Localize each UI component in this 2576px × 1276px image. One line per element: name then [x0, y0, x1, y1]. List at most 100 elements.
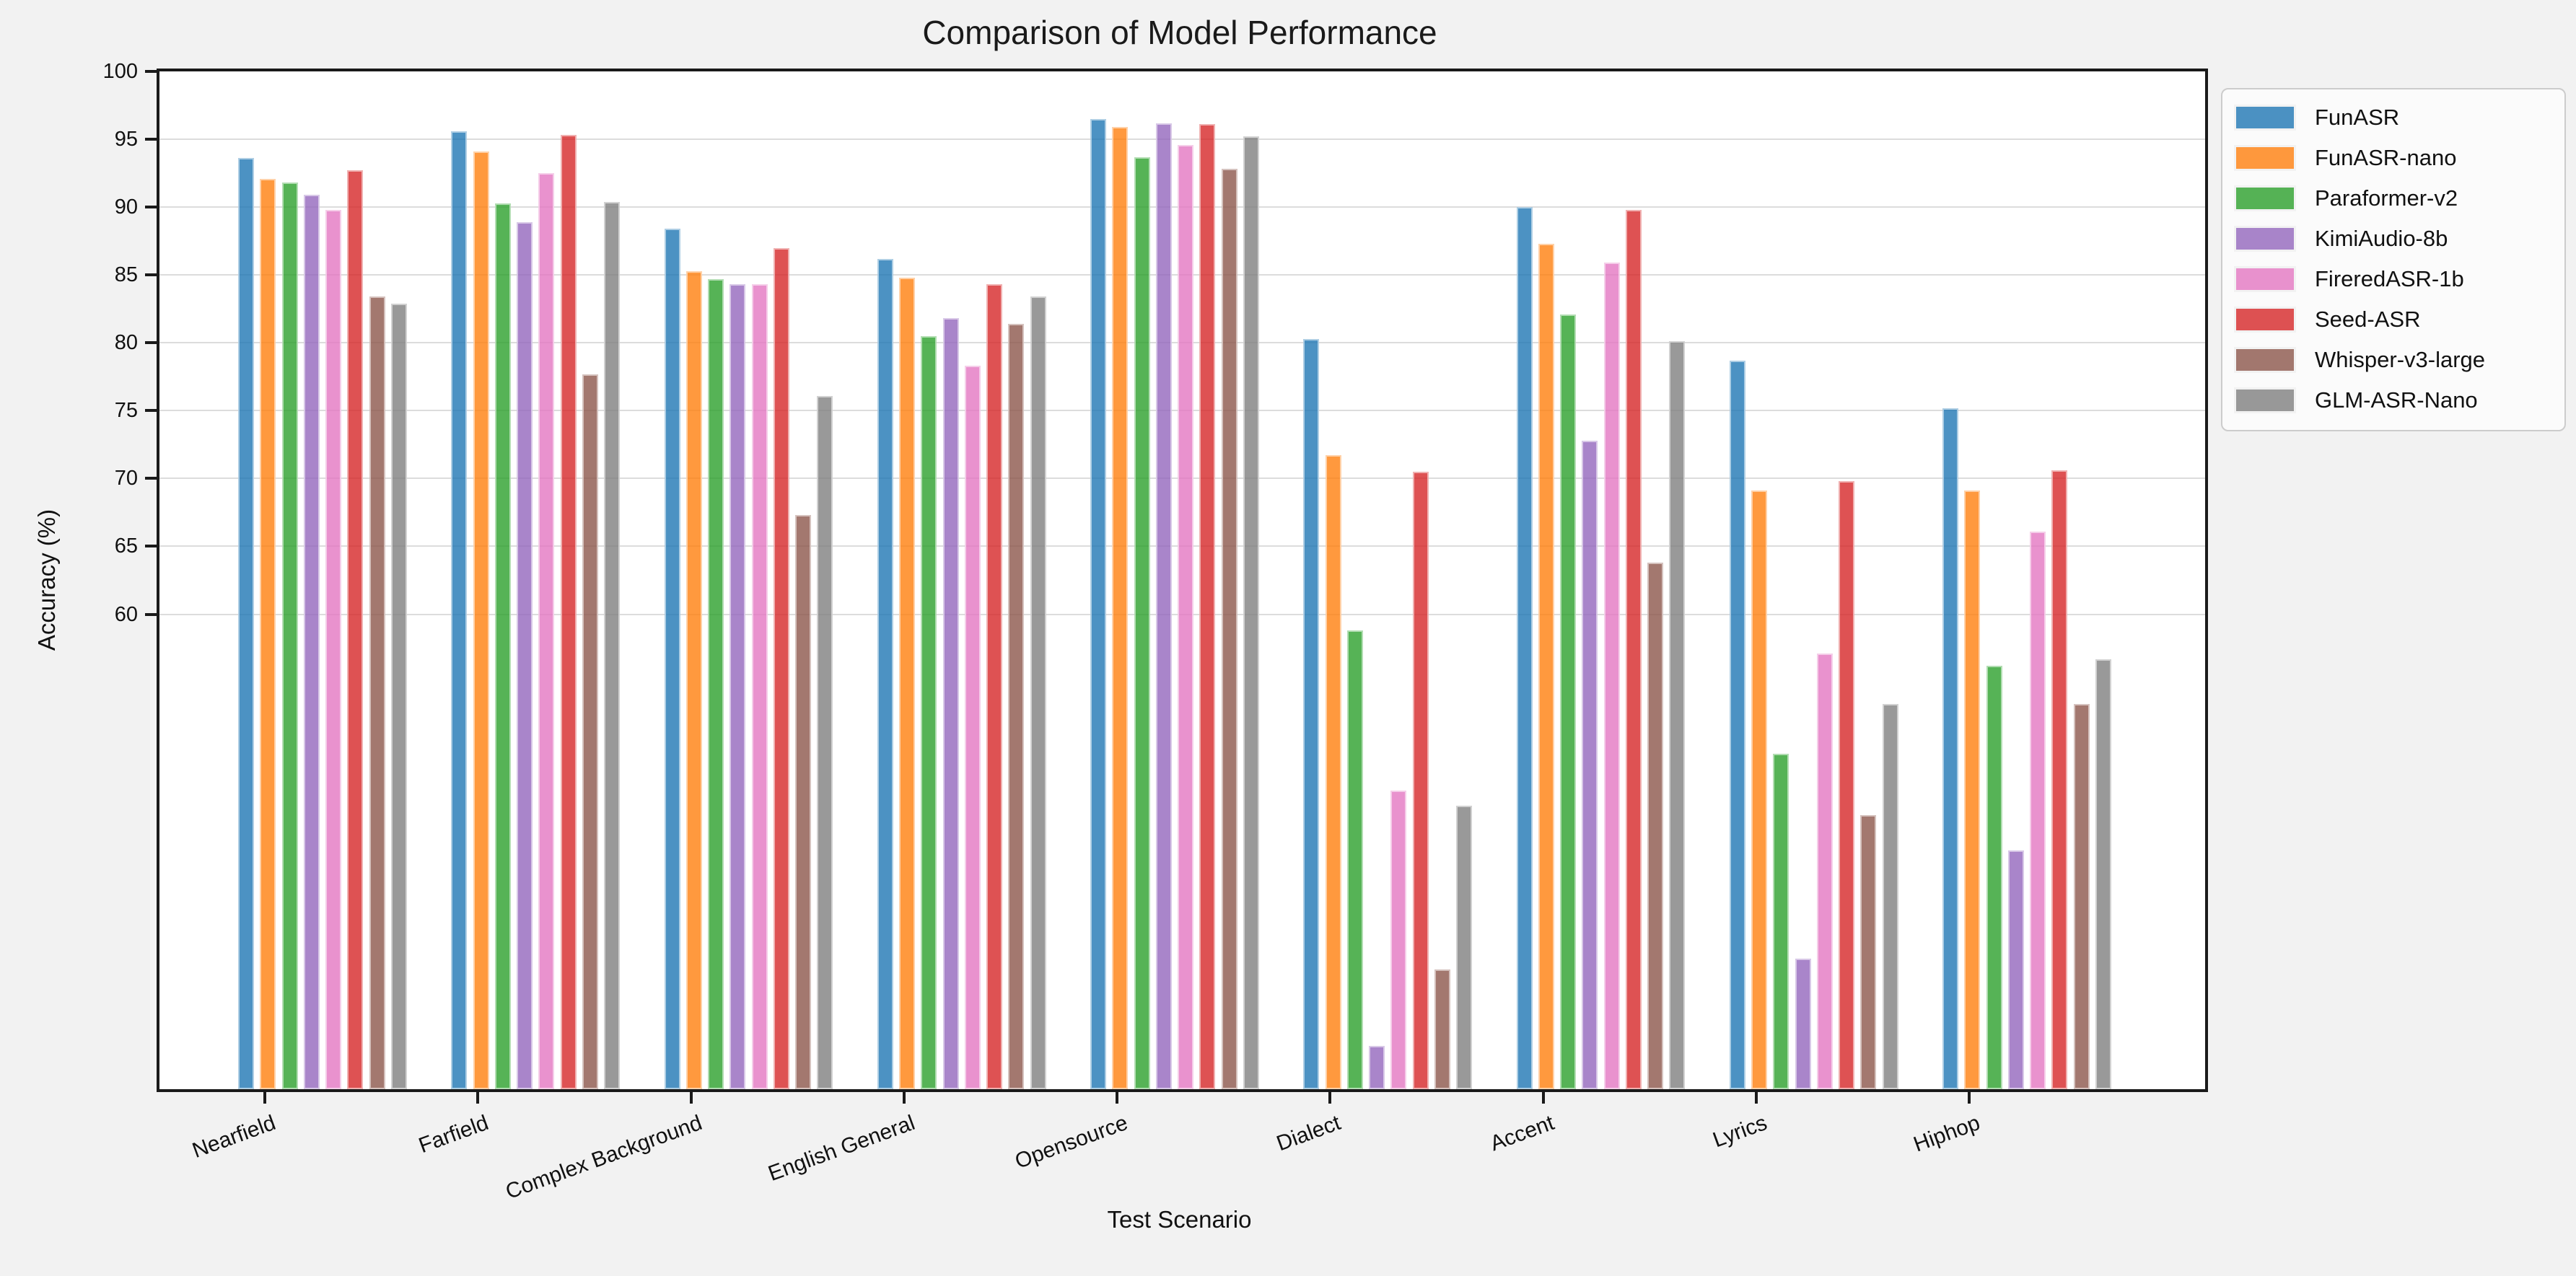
bar-Seed-ASR-Farfield [560, 135, 577, 1089]
x-tick-label-Opensource: Opensource [1012, 1111, 1131, 1174]
y-tick-label-70: 70 [114, 467, 138, 490]
legend-swatch-icon [2234, 347, 2296, 373]
bar-Whisper-v3-large-Accent [1647, 563, 1663, 1089]
x-tick-mark-Complex Background [689, 1092, 693, 1104]
bar-FunASR-nano-English General [899, 277, 915, 1089]
x-tick-mark-Lyrics [1754, 1092, 1758, 1104]
bar-KimiAudio-8b-Dialect [1369, 1045, 1385, 1089]
bar-GLM-ASR-Nano-Farfield [604, 201, 620, 1089]
bar-FunASR-Complex Background [664, 229, 680, 1089]
bar-KimiAudio-8b-English General [942, 318, 959, 1089]
legend-label: GLM-ASR-Nano [2315, 387, 2478, 413]
bar-Seed-ASR-Dialect [1412, 472, 1429, 1089]
y-tick-mark-70 [145, 477, 157, 480]
y-tick-label-80: 80 [114, 331, 138, 355]
y-tick-mark-80 [145, 341, 157, 345]
legend-label: Whisper-v3-large [2315, 347, 2486, 372]
bar-Paraformer-v2-Lyrics [1773, 754, 1789, 1089]
y-tick-mark-65 [145, 545, 157, 548]
bar-FireredASR-1b-Farfield [538, 173, 555, 1089]
bar-FunASR-Accent [1516, 207, 1533, 1089]
bar-Whisper-v3-large-Complex Background [795, 515, 811, 1089]
bar-FireredASR-1b-Opensource [1178, 144, 1193, 1089]
bar-FunASR-nano-Opensource [1112, 127, 1129, 1089]
bar-Seed-ASR-Lyrics [1839, 481, 1854, 1089]
x-axis-title: Test Scenario [1107, 1206, 1252, 1233]
bar-GLM-ASR-Nano-Hiphop [2095, 659, 2111, 1089]
gridline-y-95 [159, 138, 2205, 141]
legend-swatch-icon [2234, 145, 2296, 171]
y-tick-mark-60 [145, 612, 157, 616]
bar-Paraformer-v2-Dialect [1346, 630, 1363, 1089]
x-tick-mark-Accent [1541, 1092, 1545, 1104]
bar-KimiAudio-8b-Complex Background [730, 284, 746, 1089]
bar-FunASR-nano-Hiphop [1964, 490, 1981, 1089]
bar-Paraformer-v2-English General [921, 335, 937, 1089]
y-axis-title: Accuracy (%) [33, 509, 60, 651]
x-tick-label-Lyrics: Lyrics [1709, 1111, 1771, 1153]
x-tick-label-English General: English General [765, 1111, 919, 1187]
legend-label: Seed-ASR [2315, 307, 2421, 332]
bar-Paraformer-v2-Complex Background [708, 278, 724, 1089]
bar-Paraformer-v2-Hiphop [1986, 666, 2002, 1089]
legend-label: KimiAudio-8b [2315, 226, 2448, 251]
legend-swatch-icon [2234, 105, 2296, 131]
x-tick-label-Nearfield: Nearfield [189, 1111, 279, 1163]
y-tick-mark-90 [145, 206, 157, 209]
bar-FunASR-Lyrics [1729, 360, 1745, 1089]
y-tick-label-75: 75 [114, 399, 138, 423]
y-tick-mark-100 [145, 70, 157, 73]
y-tick-label-90: 90 [114, 195, 138, 219]
legend-item-KimiAudio-8b: KimiAudio-8b [2222, 219, 2564, 259]
legend-item-FireredASR-1b: FireredASR-1b [2222, 259, 2564, 299]
x-tick-label-Farfield: Farfield [416, 1111, 492, 1158]
bar-FunASR-Farfield [451, 131, 468, 1089]
x-tick-mark-Hiphop [1968, 1092, 1971, 1104]
bar-Paraformer-v2-Nearfield [281, 182, 298, 1089]
bar-FunASR-nano-Complex Background [685, 270, 702, 1089]
chart-title: Comparison of Model Performance [922, 14, 1437, 51]
x-tick-label-Dialect: Dialect [1274, 1111, 1344, 1156]
legend-item-Whisper-v3-large: Whisper-v3-large [2222, 340, 2564, 380]
bar-Whisper-v3-large-Farfield [582, 374, 598, 1089]
bar-Whisper-v3-large-Opensource [1221, 169, 1237, 1089]
bar-FunASR-nano-Farfield [473, 151, 489, 1089]
bar-FunASR-nano-Lyrics [1751, 490, 1767, 1089]
bar-KimiAudio-8b-Lyrics [1795, 959, 1811, 1089]
bar-Whisper-v3-large-Lyrics [1860, 814, 1877, 1089]
y-tick-label-60: 60 [114, 602, 138, 626]
legend-item-Paraformer-v2: Paraformer-v2 [2222, 178, 2564, 219]
bar-FireredASR-1b-Accent [1603, 263, 1620, 1089]
bar-Seed-ASR-Nearfield [347, 170, 364, 1089]
legend-label: FunASR [2315, 105, 2400, 130]
bar-GLM-ASR-Nano-English General [1030, 296, 1046, 1089]
bar-Seed-ASR-Hiphop [2051, 470, 2068, 1089]
y-tick-label-65: 65 [114, 534, 138, 558]
legend-label: Paraformer-v2 [2315, 185, 2458, 211]
legend-label: FunASR-nano [2315, 145, 2457, 170]
bar-FireredASR-1b-Nearfield [325, 209, 341, 1089]
bar-Seed-ASR-Accent [1625, 209, 1642, 1089]
x-tick-mark-English General [902, 1092, 906, 1104]
x-tick-mark-Dialect [1328, 1092, 1332, 1104]
x-tick-mark-Farfield [476, 1092, 480, 1104]
bar-KimiAudio-8b-Nearfield [303, 195, 320, 1089]
bar-Paraformer-v2-Farfield [494, 203, 511, 1089]
bar-Whisper-v3-large-Dialect [1434, 969, 1450, 1089]
bar-FunASR-Opensource [1090, 118, 1106, 1089]
y-tick-label-95: 95 [114, 128, 138, 151]
bar-FunASR-Hiphop [1942, 408, 1958, 1089]
y-tick-label-100: 100 [102, 60, 138, 83]
bar-FunASR-nano-Nearfield [260, 178, 276, 1089]
bar-KimiAudio-8b-Opensource [1155, 123, 1172, 1089]
bar-KimiAudio-8b-Hiphop [2007, 850, 2024, 1089]
bar-FireredASR-1b-English General [964, 366, 981, 1089]
y-tick-mark-95 [145, 138, 157, 141]
bar-GLM-ASR-Nano-Accent [1669, 341, 1686, 1089]
bar-FunASR-nano-Dialect [1325, 455, 1341, 1089]
bar-Paraformer-v2-Opensource [1134, 157, 1150, 1089]
bar-FunASR-English General [877, 258, 893, 1089]
bar-GLM-ASR-Nano-Nearfield [390, 303, 407, 1089]
bar-FunASR-Dialect [1303, 338, 1320, 1089]
